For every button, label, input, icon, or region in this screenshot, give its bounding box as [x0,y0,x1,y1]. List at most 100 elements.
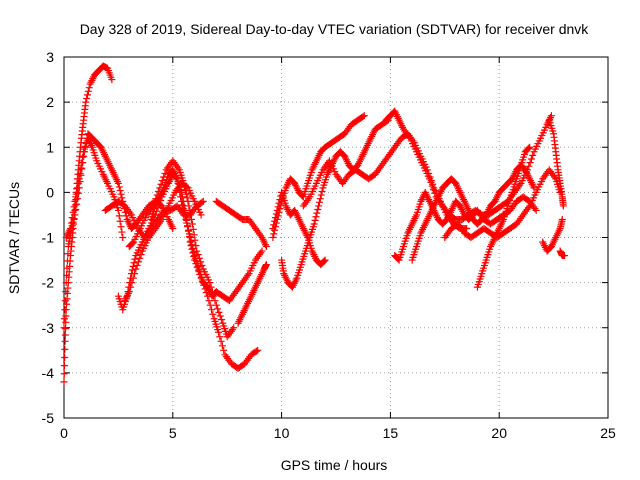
data-point [214,328,222,336]
x-tick-label: 15 [383,425,399,441]
data-point [547,112,555,120]
series-arc-b [60,130,177,332]
data-point [527,155,535,163]
data-point [560,252,568,260]
data-point [118,228,126,236]
data-point [177,193,185,201]
data-point [63,264,71,272]
data-point [79,153,87,161]
data-point [314,206,322,214]
data-point [67,224,75,232]
series-arc-u [545,116,567,210]
data-point [61,345,69,353]
data-point [74,179,82,187]
data-point [269,224,277,232]
data-point [185,202,193,210]
data-point [262,243,270,251]
data-point [67,219,75,227]
y-tick-label: -1 [42,230,55,246]
data-point [315,202,323,210]
data-point [220,346,228,354]
axis-ticks [63,56,609,419]
data-point [183,194,191,202]
data-point [317,191,325,199]
data-point [136,254,144,262]
data-point [134,258,142,266]
chart-title: Day 328 of 2019, Sidereal Day-to-day VTE… [80,21,590,37]
data-point [117,223,125,231]
data-point [526,159,534,167]
data-point [116,187,124,195]
data-point [82,98,90,106]
data-point [216,333,224,341]
data-point [60,324,68,332]
data-point [270,221,278,229]
data-point [209,310,217,318]
x-tick-label: 0 [60,425,68,441]
data-point [72,193,80,201]
data-point [83,95,91,103]
series-arc-h [121,179,205,305]
data-point [61,297,69,305]
series-arc-m [278,116,392,291]
data-point [198,261,206,269]
data-point [315,198,323,206]
data-point [275,199,283,207]
data-point [274,203,282,211]
data-point [62,279,70,287]
data-point [108,76,116,84]
x-tick-label: 5 [169,425,177,441]
y-tick-label: -2 [42,275,55,291]
series-arc-a [60,62,116,386]
data-point [190,248,198,256]
data-point [71,197,79,205]
data-point [273,206,281,214]
data-point [216,312,224,320]
data-point [77,164,85,172]
y-tick-label: 3 [46,49,54,65]
data-point [173,175,181,183]
data-point [188,241,196,249]
data-point [184,226,192,234]
data-point [184,197,192,205]
data-point [68,214,76,222]
data-point [271,226,279,234]
data-point [321,256,329,264]
data-point [128,266,136,274]
data-point [73,188,81,196]
data-point [131,270,139,278]
data-point [114,179,122,187]
data-point [313,209,321,217]
y-tick-labels: -5 -4 -3 -2 -1 0 1 2 3 [42,49,55,426]
series-arc-f [147,166,266,305]
data-point [272,210,280,218]
data-point [199,197,207,205]
data-point [85,84,93,92]
data-point [360,112,368,120]
data-point [75,175,83,183]
data-point [122,212,130,220]
data-point [132,265,140,273]
data-point [526,143,534,151]
data-point [62,288,70,296]
data-point [206,279,214,287]
series-arc-e [125,157,238,341]
data-point [426,175,434,183]
data-point [218,342,226,350]
data-point [60,362,68,370]
data-point [208,306,216,314]
y-tick-label: 2 [46,94,54,110]
data-point [525,162,533,170]
data-point [61,337,69,345]
data-point [218,316,226,324]
data-point [217,337,225,345]
data-point [60,315,68,323]
data-point [117,190,125,198]
data-point [61,354,69,362]
y-tick-label: 1 [46,139,54,155]
data-point [193,247,201,255]
series-arc-l [269,188,329,269]
data-point [427,178,435,186]
data-point [214,305,222,313]
data-point [186,234,194,241]
